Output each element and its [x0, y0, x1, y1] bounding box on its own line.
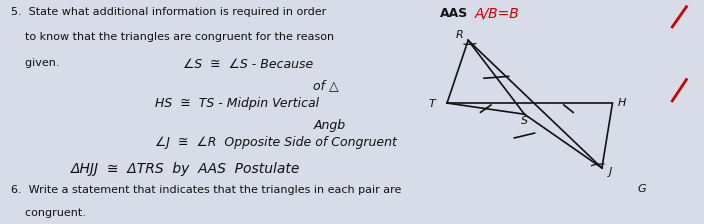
Text: T: T: [428, 99, 435, 109]
Text: 6.  Write a statement that indicates that the triangles in each pair are: 6. Write a statement that indicates that…: [11, 185, 401, 195]
Text: ∠J  ≅  ∠R  Opposite Side of Congruent: ∠J ≅ ∠R Opposite Side of Congruent: [155, 136, 397, 149]
Text: G: G: [637, 184, 646, 194]
Text: Angb: Angb: [313, 119, 346, 132]
Text: 5.  State what additional information is required in order: 5. State what additional information is …: [11, 7, 326, 17]
Text: HS  ≅  TS - Midpin Vertical: HS ≅ TS - Midpin Vertical: [155, 97, 319, 110]
Text: ΔHJJ  ≅  ΔTRS  by  AAS  Postulate: ΔHJJ ≅ ΔTRS by AAS Postulate: [70, 162, 300, 177]
Text: H: H: [618, 98, 627, 108]
Text: given.: given.: [11, 58, 59, 68]
Text: A/B=B: A/B=B: [475, 7, 520, 21]
Text: J: J: [609, 168, 612, 177]
Text: of △: of △: [313, 80, 339, 93]
Text: to know that the triangles are congruent for the reason: to know that the triangles are congruent…: [11, 32, 334, 43]
Text: S: S: [521, 116, 528, 125]
Text: ∠S  ≅  ∠S - Because: ∠S ≅ ∠S - Because: [183, 58, 313, 71]
Text: R: R: [455, 30, 464, 40]
Text: AAS: AAS: [440, 7, 468, 20]
Text: congruent.: congruent.: [11, 208, 85, 218]
